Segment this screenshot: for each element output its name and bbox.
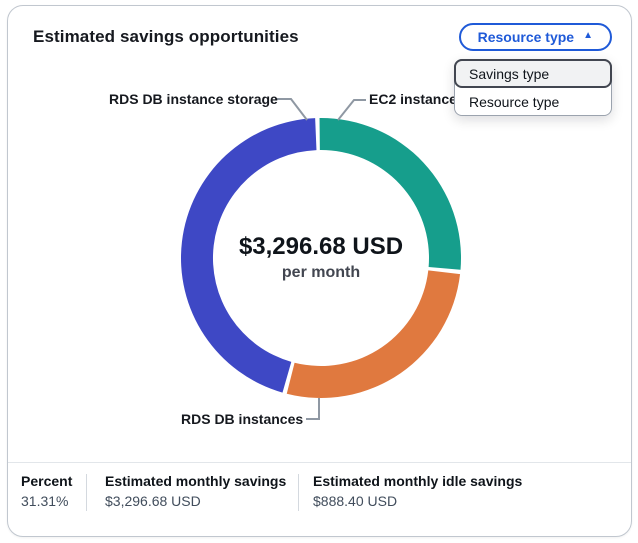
stat-percent: Percent 31.31% (8, 472, 86, 510)
stat-percent-value: 31.31% (21, 493, 69, 509)
stat-monthly-savings: Estimated monthly savings $3,296.68 USD (87, 472, 298, 510)
stats-divider (86, 474, 87, 511)
resource-type-dropdown-button[interactable]: Resource type ▲ (458, 23, 612, 51)
leader-line-rds-storage (275, 98, 308, 121)
dropdown-menu: Savings type Resource type (454, 59, 612, 116)
donut-segment-rds-db-instance-storage[interactable] (180, 118, 317, 393)
leader-line-ec2 (337, 99, 366, 121)
segment-label-rds-db-instances: RDS DB instances (181, 411, 304, 427)
stat-monthly-savings-value: $3,296.68 USD (105, 493, 201, 509)
stat-monthly-idle-savings-value: $888.40 USD (313, 493, 398, 509)
menu-item-savings-type[interactable]: Savings type (454, 59, 612, 88)
leader-line-rds-instances (306, 398, 320, 420)
center-period: per month (281, 264, 361, 281)
center-amount: $3,296.68 USD (238, 233, 404, 260)
donut-segment-ec2-instances[interactable] (319, 118, 462, 270)
stats-divider (298, 474, 299, 511)
segment-label-rds-db-instance-storage: RDS DB instance storage (109, 91, 278, 107)
stats-footer: Percent 31.31% Estimated monthly savings… (8, 462, 631, 536)
stat-monthly-idle-savings-label: Estimated monthly idle savings (313, 473, 523, 489)
card-title: Estimated savings opportunities (33, 27, 299, 46)
donut-segment-rds-db-instances[interactable] (286, 270, 461, 399)
caret-up-icon: ▲ (583, 30, 593, 41)
segment-label-ec2-instances: EC2 instances (369, 91, 465, 107)
savings-opportunities-card: RDS DB instance storage EC2 instances RD… (7, 5, 632, 537)
stat-percent-label: Percent (21, 473, 73, 489)
stat-monthly-idle-savings: Estimated monthly idle savings $888.40 U… (299, 472, 631, 510)
stat-monthly-savings-label: Estimated monthly savings (105, 473, 287, 489)
donut-segments (180, 118, 462, 399)
filter-button-label: Resource type (477, 29, 575, 45)
donut-center-label: $3,296.68 USD per month (171, 232, 471, 284)
menu-item-resource-type[interactable]: Resource type (455, 88, 611, 115)
card-header: Estimated savings opportunities Resource… (8, 6, 631, 51)
